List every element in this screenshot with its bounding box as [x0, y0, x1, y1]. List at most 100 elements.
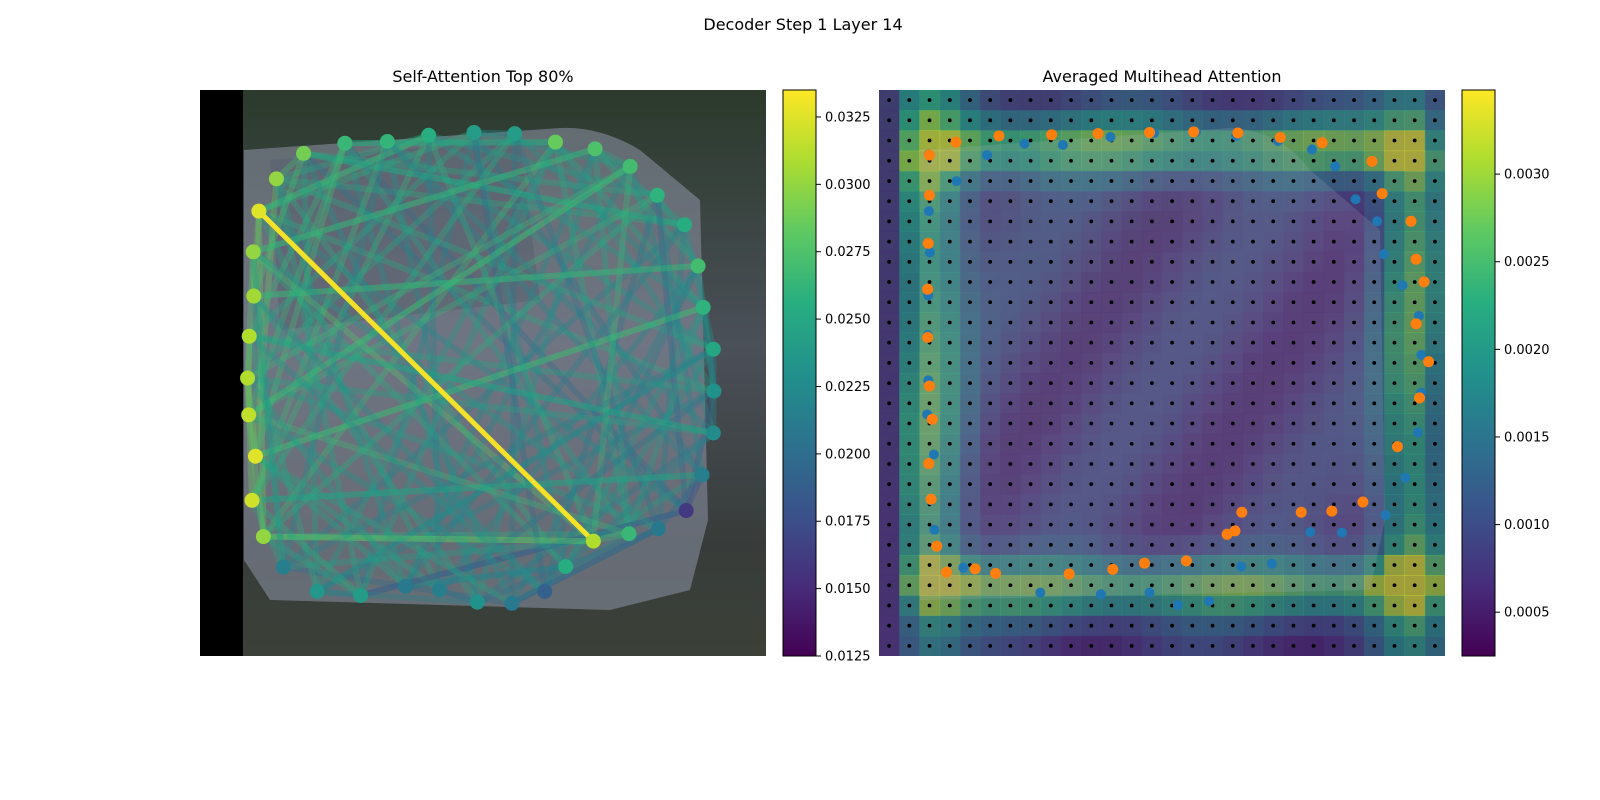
grid-dot — [1149, 583, 1154, 588]
grid-dot — [1048, 542, 1053, 547]
grid-dot — [887, 462, 892, 466]
grid-dot — [1069, 563, 1073, 567]
colorbar-tick-label: 0.0125 — [825, 650, 871, 665]
grid-dot — [1432, 259, 1437, 264]
grid-dot — [1109, 502, 1114, 507]
attention-line — [250, 293, 287, 571]
grid-dot — [1170, 563, 1175, 567]
attention-line — [252, 304, 707, 460]
grid-dot — [1392, 583, 1397, 588]
attention-line — [436, 388, 717, 593]
grid-dot — [927, 300, 932, 305]
grid-dot — [907, 179, 912, 183]
grid-dot — [1311, 623, 1316, 628]
grid-dot — [1311, 603, 1316, 608]
grid-dot — [1190, 421, 1195, 426]
grid-dot — [1251, 239, 1255, 244]
attention-line — [470, 129, 569, 570]
grid-dot — [1271, 199, 1276, 204]
grid-dot — [1230, 118, 1235, 123]
attention-point — [247, 448, 263, 464]
attention-line — [695, 263, 717, 395]
grid-dot — [927, 522, 932, 527]
grid-dot — [1251, 421, 1255, 426]
grid-dot — [988, 300, 993, 305]
grid-dot — [988, 360, 993, 365]
grid-dot — [1251, 603, 1255, 608]
grid-dot — [1048, 401, 1053, 406]
grid-dot — [887, 239, 892, 244]
grid-dot — [1069, 583, 1073, 588]
grid-dot — [927, 583, 932, 588]
grid-dot — [1392, 340, 1397, 345]
grid-dot — [1210, 360, 1215, 365]
attention-line — [552, 139, 707, 311]
attention-line — [626, 304, 707, 537]
attention-line — [341, 139, 559, 147]
grid-dot — [1372, 462, 1377, 466]
orange-point — [1092, 128, 1104, 140]
grid-dot — [1028, 239, 1033, 244]
grid-dot — [1352, 401, 1356, 406]
attention-line — [246, 333, 717, 436]
grid-dot — [1048, 199, 1053, 204]
attention-line — [357, 129, 477, 599]
attention-line — [250, 248, 662, 532]
grid-dot — [1210, 441, 1215, 446]
grid-dot — [1412, 502, 1417, 507]
grid-dot — [887, 643, 892, 648]
grid-dot — [947, 623, 952, 628]
grid-dot — [1271, 522, 1276, 527]
grid-dot — [1331, 462, 1336, 466]
grid-dot — [1210, 118, 1215, 123]
grid-dot — [1069, 381, 1073, 386]
attention-line — [300, 150, 688, 228]
grid-dot — [1311, 320, 1316, 325]
orange-point — [1391, 441, 1403, 453]
grid-dot — [1251, 462, 1255, 466]
grid-dot — [947, 179, 952, 183]
grid-dot — [1028, 138, 1033, 143]
grid-dot — [1129, 138, 1134, 143]
grid-dot — [1190, 381, 1195, 386]
grid-dot — [947, 300, 952, 305]
grid-dot — [988, 138, 993, 143]
attention-line — [402, 563, 569, 590]
grid-dot — [1069, 502, 1073, 507]
attention-point — [694, 467, 710, 483]
grid-dot — [1089, 138, 1094, 143]
grid-dot — [1089, 482, 1094, 487]
grid-dot — [1190, 482, 1195, 487]
attention-line — [244, 375, 256, 504]
grid-dot — [907, 360, 912, 365]
orange-point — [1232, 127, 1244, 139]
attention-line — [246, 140, 348, 340]
attention-line — [255, 208, 717, 395]
attention-line — [341, 139, 559, 147]
grid-dot — [1149, 542, 1154, 547]
attention-line — [562, 346, 717, 570]
grid-dot — [1230, 158, 1235, 163]
grid-dot — [968, 179, 972, 183]
grid-dot — [1069, 98, 1073, 103]
attention-line — [474, 145, 599, 606]
grid-dot — [1432, 381, 1437, 386]
grid-dot — [1392, 179, 1397, 183]
grid-dot — [1352, 118, 1356, 123]
blue-point — [1306, 144, 1317, 155]
grid-dot — [1291, 360, 1296, 365]
grid-dot — [1291, 441, 1296, 446]
grid-dot — [1069, 542, 1073, 547]
grid-dot — [1210, 239, 1215, 244]
grid-dot — [1352, 280, 1356, 284]
grid-dot — [1271, 462, 1276, 466]
grid-dot — [1331, 239, 1336, 244]
grid-dot — [1291, 158, 1296, 163]
grid-dot — [1170, 583, 1175, 588]
grid-dot — [1008, 199, 1013, 204]
grid-dot — [1432, 522, 1437, 527]
grid-dot — [927, 280, 932, 284]
attention-line — [654, 192, 706, 478]
grid-dot — [1251, 360, 1255, 365]
orange-point — [990, 567, 1002, 579]
